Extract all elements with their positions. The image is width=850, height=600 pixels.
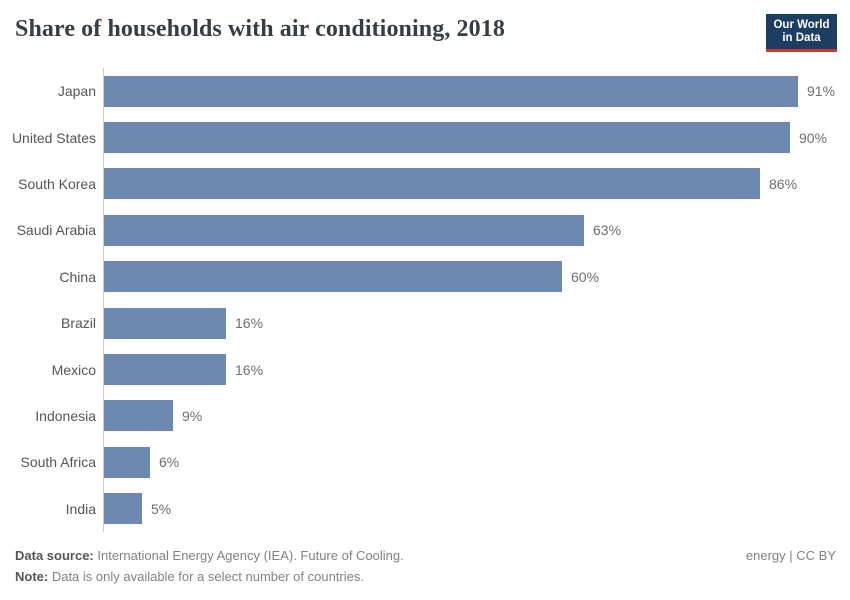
bar[interactable] [104,354,226,386]
data-source-line: Data source: International Energy Agency… [15,548,404,563]
data-source-text: International Energy Agency (IEA). Futur… [93,548,404,563]
bar-row: Saudi Arabia 63% [0,207,850,254]
bar-track: 60% [103,253,850,300]
bar-row: China 60% [0,253,850,300]
category-label: South Africa [20,454,97,471]
category-label: South Korea [18,175,96,192]
bar-track: 5% [103,485,850,532]
data-source-label: Data source: [15,548,94,563]
bar-track: 63% [103,207,850,254]
bar[interactable] [104,214,584,246]
owid-logo-line2: in Data [782,32,821,44]
bar-row: South Africa 6% [0,439,850,486]
bar[interactable] [104,307,226,339]
bar-rows: Japan 91% United States 90% South Korea … [0,68,850,532]
chart-footer: Data source: International Energy Agency… [15,548,836,584]
value-label: 6% [159,454,180,471]
note-label: Note: [15,569,49,584]
value-label: 91% [807,83,836,100]
bar-track: 91% [103,68,850,115]
bar-track: 16% [103,346,850,393]
value-label: 90% [799,129,828,146]
bar[interactable] [104,261,562,293]
bar-row: Mexico 16% [0,346,850,393]
bar[interactable] [104,400,173,432]
license-text: energy | CC BY [745,548,836,563]
category-label: China [59,268,96,285]
bar-row: South Korea 86% [0,160,850,208]
category-label: India [65,500,96,517]
category-label: Saudi Arabia [16,222,96,239]
bar-row: Brazil 16% [0,299,850,347]
category-label: Mexico [51,361,96,378]
owid-logo-line1: Our World [773,19,830,31]
value-label: 9% [182,407,203,424]
bar-track: 90% [103,114,850,161]
chart-title: Share of households with air conditionin… [15,16,505,42]
bar-track: 6% [103,439,850,486]
bar-track: 86% [103,160,850,208]
bar-row: Indonesia 9% [0,392,850,440]
bar[interactable] [104,446,150,478]
chart-header: Share of households with air conditionin… [0,0,850,52]
category-label: Brazil [60,315,96,332]
value-label: 63% [593,222,622,239]
category-label: Japan [57,83,96,100]
owid-logo[interactable]: Our World in Data [766,14,837,52]
note-line: Note: Data is only available for a selec… [15,569,836,584]
category-label: United States [11,129,96,146]
bar[interactable] [104,75,798,107]
bar-row: Japan 91% [0,68,850,115]
value-label: 16% [235,315,264,332]
bar-row: India 5% [0,485,850,532]
bar-track: 9% [103,392,850,440]
category-label: Indonesia [35,407,96,424]
bar-chart: Japan 91% United States 90% South Korea … [0,68,850,532]
value-label: 86% [769,175,798,192]
bar-track: 16% [103,299,850,347]
value-label: 5% [151,500,172,517]
bar[interactable] [104,168,760,200]
note-text: Data is only available for a select numb… [48,569,364,584]
bar-row: United States 90% [0,114,850,161]
bar[interactable] [104,493,142,525]
value-label: 16% [235,361,264,378]
value-label: 60% [571,268,600,285]
bar[interactable] [104,122,790,154]
